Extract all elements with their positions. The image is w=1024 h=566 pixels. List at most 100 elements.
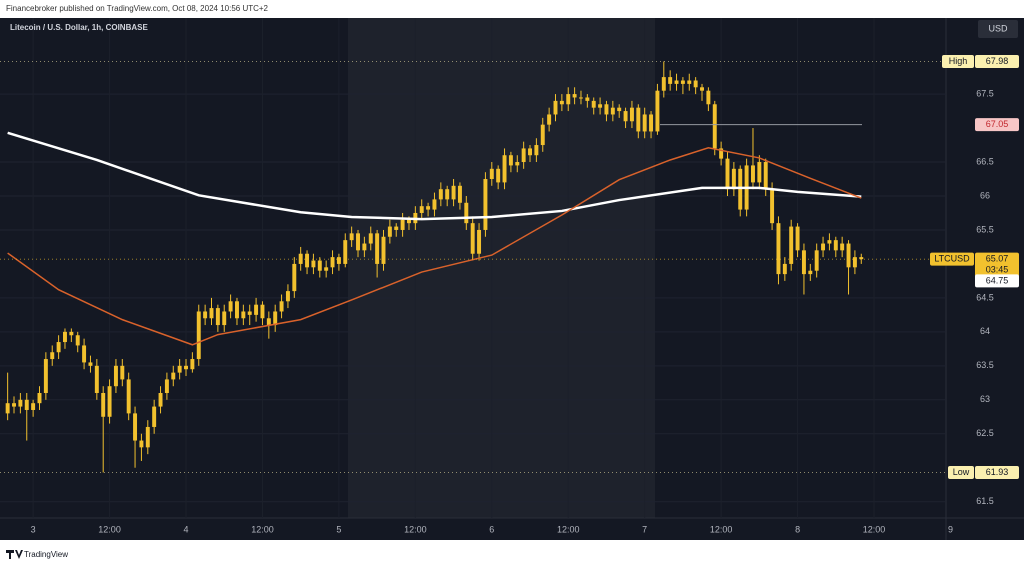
candle-body	[203, 311, 208, 319]
candle-body	[789, 226, 794, 264]
candle-body	[362, 243, 367, 251]
candle-body	[305, 253, 310, 268]
candle-body	[184, 365, 188, 370]
candle-body	[846, 243, 851, 268]
candle-body	[655, 90, 660, 132]
candle-body	[451, 185, 456, 200]
price-tag: LTCUSD	[934, 254, 970, 264]
candle-body	[266, 318, 271, 326]
candle-body	[579, 97, 583, 99]
candle-body	[196, 311, 201, 360]
candle-body	[642, 114, 647, 132]
candle-body	[738, 168, 743, 210]
header-bar	[0, 0, 1024, 18]
candle-body	[559, 100, 564, 105]
currency-box[interactable]	[978, 20, 1018, 38]
price-label-value: 64.75	[986, 275, 1009, 285]
candle-body	[457, 185, 462, 203]
candle-body	[133, 413, 138, 441]
candle-body	[566, 94, 571, 105]
candle-body	[528, 148, 532, 156]
x-tick-label: 12:00	[557, 524, 580, 534]
candle-body	[426, 206, 431, 210]
candle-body	[228, 301, 233, 312]
candle-body	[394, 226, 399, 230]
x-tick-label: 4	[184, 524, 189, 534]
candle-body	[222, 311, 227, 326]
candle-body	[285, 291, 290, 302]
candle-body	[674, 80, 679, 84]
moving-average	[7, 146, 862, 346]
candle-body	[515, 162, 520, 166]
candle-body	[782, 263, 787, 275]
candle-body	[69, 331, 74, 336]
x-tick-label: 7	[642, 524, 647, 534]
candle-body	[381, 236, 386, 264]
footer-bar	[0, 540, 1024, 566]
candle-body	[477, 229, 482, 254]
candle-body	[43, 359, 48, 393]
candle-body	[547, 114, 552, 125]
candle-body	[50, 352, 55, 360]
candle-body	[489, 168, 494, 180]
candle-body	[273, 311, 278, 326]
x-tick-label: 12:00	[98, 524, 121, 534]
candle-body	[521, 148, 526, 163]
y-tick-label: 62.5	[976, 428, 994, 438]
candle-body	[757, 162, 762, 183]
session-band	[348, 18, 655, 518]
candle-body	[419, 206, 424, 213]
candle-body	[553, 100, 558, 115]
candle-body	[700, 87, 704, 91]
candle-body	[407, 219, 411, 224]
candle-body	[712, 104, 717, 149]
candle-body	[215, 308, 220, 326]
candle-body	[164, 379, 169, 393]
candle-body	[177, 365, 182, 373]
candle-body	[75, 335, 80, 346]
candle-body	[432, 199, 437, 210]
x-tick-label: 5	[336, 524, 341, 534]
candle-body	[693, 80, 698, 88]
candle-body	[311, 260, 316, 268]
candle-body	[37, 393, 42, 404]
moving-average	[7, 131, 862, 221]
candle-body	[343, 240, 348, 264]
price-tag: High	[949, 56, 968, 66]
price-tag: Low	[953, 467, 970, 477]
candle-body	[610, 107, 615, 115]
candle-body	[661, 77, 666, 91]
candle-body	[330, 257, 335, 268]
candle-body	[317, 260, 322, 271]
candle-body	[770, 189, 775, 224]
candle-body	[324, 267, 329, 271]
candle-body	[534, 145, 539, 156]
candle-body	[171, 372, 176, 380]
price-tag-box	[930, 252, 974, 266]
candle-body	[833, 240, 838, 251]
candle-body	[617, 107, 622, 112]
x-tick-label: 12:00	[404, 524, 427, 534]
candle-body	[496, 168, 501, 183]
candle-body	[63, 331, 67, 343]
candle-body	[649, 114, 654, 132]
x-tick-label: 6	[489, 524, 494, 534]
candle-body	[706, 90, 711, 105]
candle-body	[840, 243, 845, 251]
candle-body	[438, 189, 443, 200]
candle-body	[852, 257, 857, 268]
candle-body	[126, 379, 131, 414]
candle-body	[572, 94, 577, 98]
x-tick-label: 12:00	[251, 524, 274, 534]
y-tick-label: 65.5	[976, 224, 994, 234]
candle-body	[24, 399, 29, 410]
candle-body	[763, 162, 768, 190]
candle-body	[12, 403, 16, 407]
candle-body	[751, 165, 755, 183]
candle-body	[387, 226, 392, 237]
marks	[0, 61, 946, 473]
candle-body	[247, 311, 252, 315]
candle-body	[145, 426, 150, 448]
candle-body	[731, 168, 736, 190]
